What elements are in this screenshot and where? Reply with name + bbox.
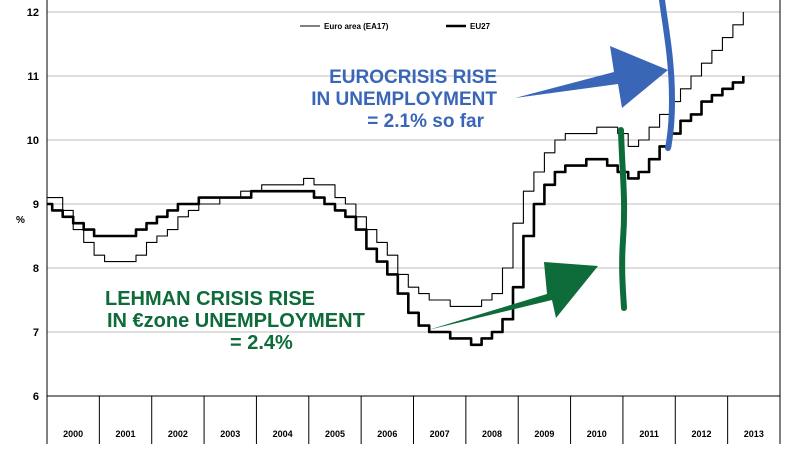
x-tick-label: 2004 (273, 429, 293, 439)
x-tick-label: 2006 (377, 429, 397, 439)
series-line-euro-area (47, 12, 744, 307)
x-tick-label: 2007 (430, 429, 450, 439)
y-tick-label: 8 (33, 263, 39, 275)
legend-label: EU27 (470, 22, 491, 31)
y-tick-label: 12 (27, 7, 39, 19)
eurocrisis-annotation-line: = 2.1% so far (367, 111, 484, 132)
eurocrisis-annotation-line: EUROCRISIS RISE (329, 67, 497, 88)
lehman-annotation-line: LEHMAN CRISIS RISE (105, 288, 315, 310)
y-tick-label: 7 (33, 327, 39, 339)
lehman-annotation-line: IN €zone UNEMPLOYMENT (107, 310, 365, 332)
x-tick-label: 2002 (168, 429, 188, 439)
x-tick-label: 2013 (744, 429, 764, 439)
legend-label: Euro area (EA17) (324, 22, 389, 31)
tick-layer: 6 7 8 9 10 11 12% 2000 2001 2002 2003 2004 2005 2006 2… (16, 7, 764, 444)
eurocrisis-arrow (515, 46, 668, 108)
legend: Euro area (EA17) EU27 (300, 22, 491, 31)
x-tick-label: 2012 (691, 429, 711, 439)
lehman-annotation-line: = 2.4% (230, 332, 293, 354)
eurocrisis-marker-line (659, 0, 676, 151)
y-tick-label: 11 (27, 71, 39, 83)
eurocrisis-annotation-line: IN UNEMPLOYMENT (311, 89, 497, 110)
x-tick-label: 2003 (220, 429, 240, 439)
y-tick-label: 10 (27, 135, 39, 147)
x-tick-label: 2005 (325, 429, 345, 439)
x-tick-label: 2010 (587, 429, 607, 439)
x-tick-label: 2008 (482, 429, 502, 439)
y-tick-label: 9 (33, 199, 39, 211)
grid-layer (47, 11, 780, 333)
series-layer (47, 12, 745, 347)
lehman-arrow (428, 262, 598, 330)
y-tick-label: 6 (33, 391, 39, 403)
y-axis-label: % (16, 215, 25, 226)
x-tick-label: 2001 (116, 429, 136, 439)
x-tick-label: 2009 (534, 429, 554, 439)
x-tick-label: 2011 (639, 429, 659, 439)
lehman-marker-line (618, 127, 628, 311)
x-tick-label: 2000 (63, 429, 83, 439)
series-line-eu27 (47, 76, 745, 347)
